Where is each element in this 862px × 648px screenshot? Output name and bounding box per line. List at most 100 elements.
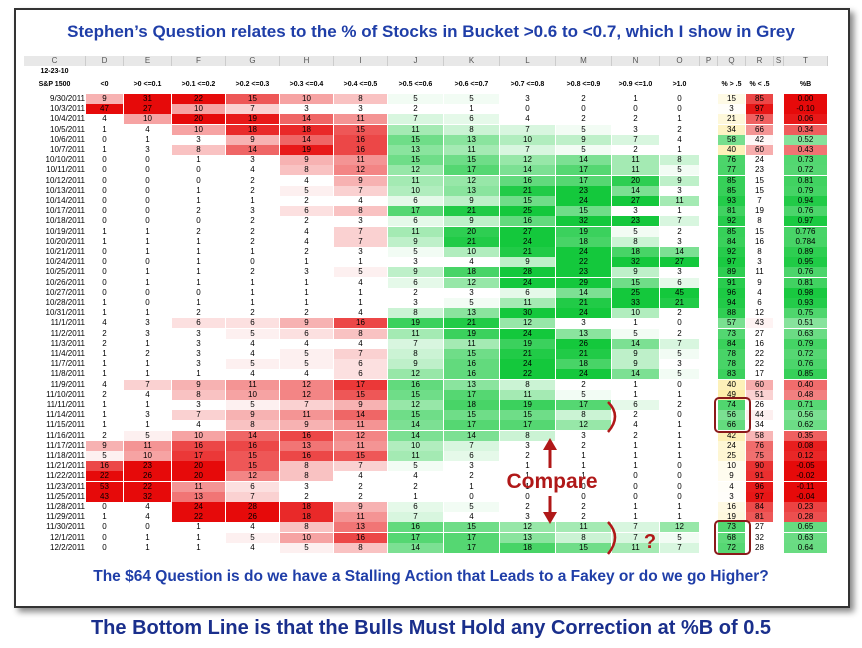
cell: 84	[718, 236, 745, 247]
cell: 97	[746, 491, 773, 502]
cell: 85	[718, 226, 745, 237]
cell: 10/3/2011	[50, 104, 85, 114]
cell: 3	[718, 491, 745, 502]
cell: 25	[718, 451, 745, 461]
cell: 1	[677, 502, 682, 511]
cell: 1	[145, 542, 150, 552]
cell: 11	[334, 420, 387, 431]
cell: 2	[358, 491, 363, 501]
cell: S	[774, 56, 784, 66]
cell: 1	[196, 522, 201, 532]
cell: E	[124, 56, 172, 66]
cell: 10/20/2011	[45, 236, 85, 246]
cell: 73	[718, 522, 745, 533]
cell: 0.28	[784, 512, 827, 523]
cell: 7	[280, 400, 333, 410]
cell: 0	[196, 287, 201, 297]
cell: 15	[500, 196, 555, 206]
cell: 0	[633, 481, 638, 491]
cell: 3	[633, 124, 638, 134]
cell: 19	[500, 400, 555, 410]
cell: 0.79	[784, 338, 827, 349]
cell: 3	[250, 206, 255, 216]
cell: 13	[172, 491, 225, 502]
cell: 17	[556, 175, 611, 186]
cell: 40	[718, 379, 745, 390]
cell: 92	[718, 247, 745, 257]
cell: 0	[145, 196, 150, 205]
cell: 9	[718, 471, 745, 482]
cell: 23	[746, 165, 773, 176]
annotation: Compare	[506, 470, 597, 493]
cell: 6	[388, 277, 443, 288]
cell: 4	[358, 471, 363, 481]
cell: 11/1/2011	[50, 318, 85, 328]
cell: 11/17/2011	[46, 440, 85, 450]
cell: 15	[388, 389, 443, 400]
cell: 0	[145, 298, 150, 307]
cell: 7	[444, 440, 499, 451]
cell: 3	[677, 359, 682, 369]
cell: 27	[746, 522, 773, 533]
cell: 1	[145, 400, 150, 409]
cell: 84	[718, 338, 745, 349]
cell: 0	[525, 104, 530, 114]
cell: 21	[556, 298, 611, 308]
cell: 18	[280, 124, 333, 135]
cell: 12	[226, 471, 279, 482]
cell: 0	[250, 257, 255, 267]
cell: 0	[196, 216, 201, 226]
cell: 0	[102, 185, 107, 195]
cell: 10	[172, 104, 225, 115]
cell: 8	[172, 389, 225, 400]
cell: 49	[718, 389, 745, 400]
cell: 8	[280, 471, 333, 482]
cell: 7	[500, 145, 555, 155]
cell: 2	[581, 502, 586, 511]
cell: 11	[334, 114, 387, 125]
cell: 10	[500, 134, 555, 145]
cell: 0	[196, 165, 201, 175]
cell: 22	[172, 512, 225, 523]
cell: 0.76	[784, 206, 827, 217]
cell: 11/2/2011	[50, 328, 85, 338]
cell: 12	[334, 430, 387, 441]
cell: 1	[250, 196, 255, 205]
cell: 9	[444, 216, 499, 227]
cell: 2	[677, 400, 682, 409]
cell: 5	[556, 124, 611, 135]
cell: 57	[718, 318, 745, 329]
cell: 10	[172, 124, 225, 135]
cell: 0.784	[784, 236, 827, 247]
cell: 0	[633, 491, 638, 501]
cell: 0.75	[784, 308, 827, 319]
cell: 12	[444, 175, 499, 186]
cell: C	[24, 56, 86, 66]
cell: 15	[388, 410, 443, 421]
cell: 9	[388, 236, 443, 247]
cell: 0	[677, 104, 682, 114]
cell: 96	[746, 481, 773, 492]
cell: 19	[444, 328, 499, 339]
cell: 1	[581, 451, 586, 460]
cell: 15	[388, 155, 443, 166]
cell: 1	[677, 389, 682, 399]
cell: 17	[746, 369, 773, 380]
cell: 4	[304, 338, 309, 348]
cell: 4	[304, 369, 309, 379]
cell: 1	[196, 532, 201, 542]
cell: Q	[718, 56, 746, 66]
cell: 7	[124, 379, 171, 390]
cell: 15	[444, 155, 499, 166]
cell: 68	[718, 532, 745, 543]
cell: 1	[102, 298, 107, 307]
cell: 21	[444, 318, 499, 329]
cell: 5	[612, 328, 659, 339]
cell: 3	[196, 328, 201, 338]
cell: 16	[280, 451, 333, 461]
cell: 9	[280, 318, 333, 329]
cell: 1	[196, 247, 201, 256]
cell: 16	[86, 461, 123, 472]
cell: 12	[746, 308, 773, 319]
cell: 18	[612, 247, 659, 257]
